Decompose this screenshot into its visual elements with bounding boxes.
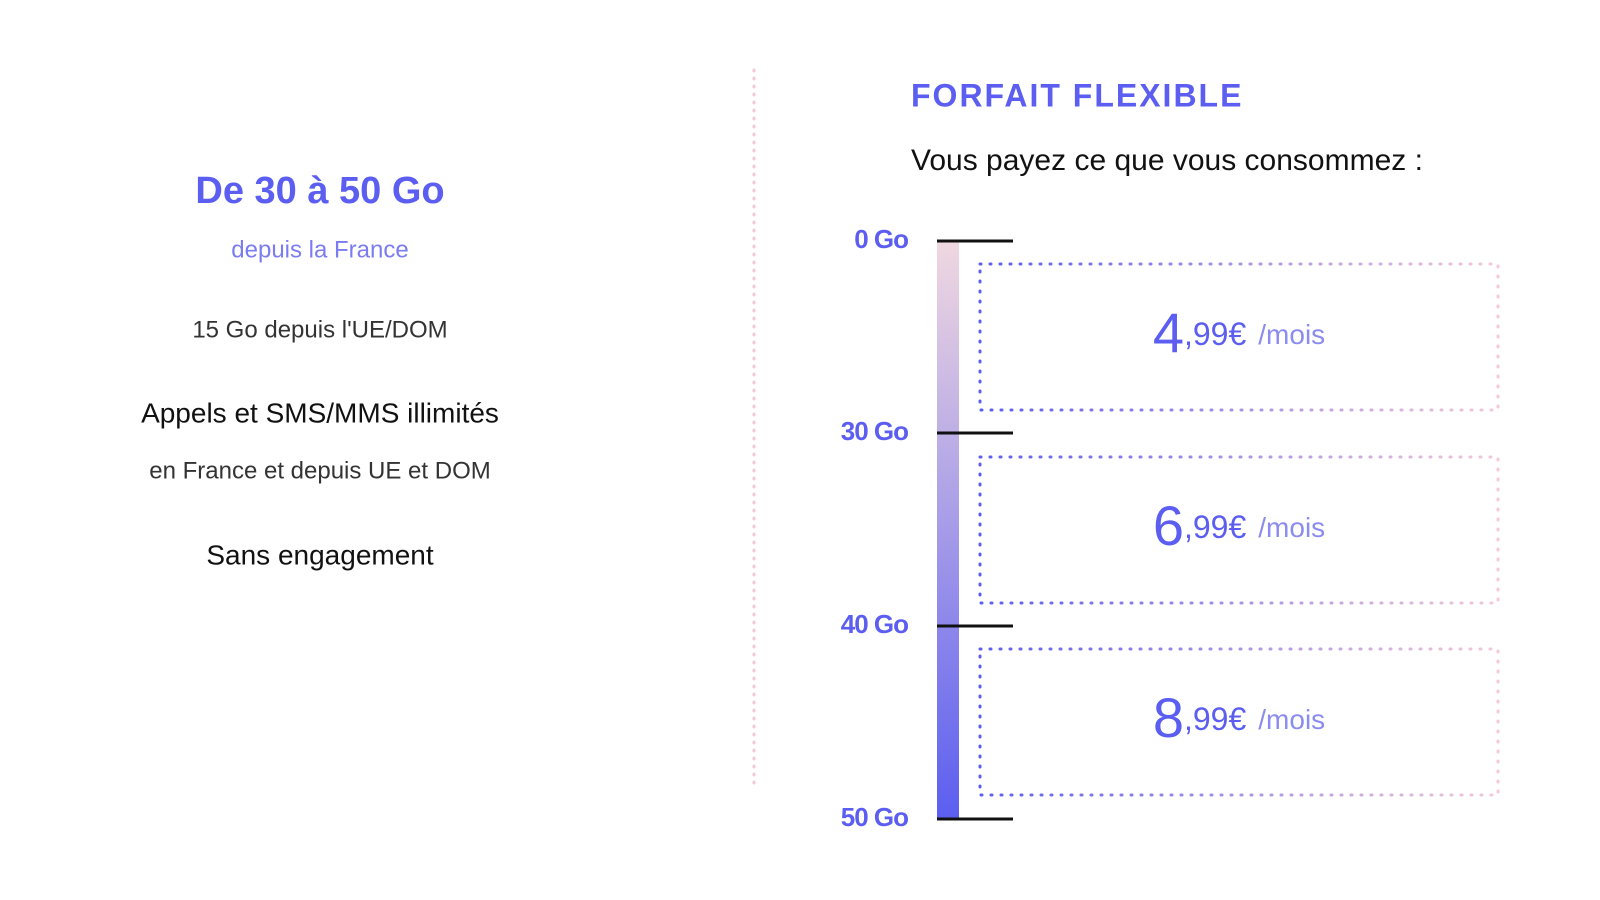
price-box (978, 455, 1500, 605)
price-box (978, 647, 1500, 797)
scale-bar (937, 241, 959, 819)
price-euros: 6 (1153, 494, 1184, 557)
data-eu: 15 Go depuis l'UE/DOM (192, 316, 447, 343)
price-unit: /mois (1258, 319, 1325, 350)
price-unit: /mois (1258, 704, 1325, 735)
scale-label: 30 Go (841, 416, 908, 446)
price-euros: 8 (1153, 686, 1184, 749)
subtitle: depuis la France (231, 236, 408, 263)
heading: FORFAIT FLEXIBLE (911, 77, 1243, 113)
price: 4,99€ /mois (1153, 301, 1325, 364)
left-column: De 30 à 50 Go depuis la France 15 Go dep… (141, 170, 499, 570)
scale-label: 40 Go (841, 609, 908, 639)
price-euros: 4 (1153, 301, 1184, 364)
subheading: Vous payez ce que vous consommez : (911, 144, 1423, 177)
price-cents: ,99€ (1184, 701, 1246, 737)
price: 6,99€ /mois (1153, 494, 1325, 557)
price: 8,99€ /mois (1153, 686, 1325, 749)
scale: 0 Go 30 Go 40 Go 50 Go (841, 224, 1013, 832)
price-cents: ,99€ (1184, 316, 1246, 352)
title: De 30 à 50 Go (195, 170, 444, 212)
scale-label: 0 Go (854, 224, 908, 254)
price-cents: ,99€ (1184, 509, 1246, 545)
price-box (978, 262, 1500, 412)
scale-label: 50 Go (841, 802, 908, 832)
price-unit: /mois (1258, 512, 1325, 543)
calls: Appels et SMS/MMS illimités (141, 397, 499, 428)
commitment: Sans engagement (206, 539, 434, 570)
calls-detail: en France et depuis UE et DOM (149, 457, 490, 484)
